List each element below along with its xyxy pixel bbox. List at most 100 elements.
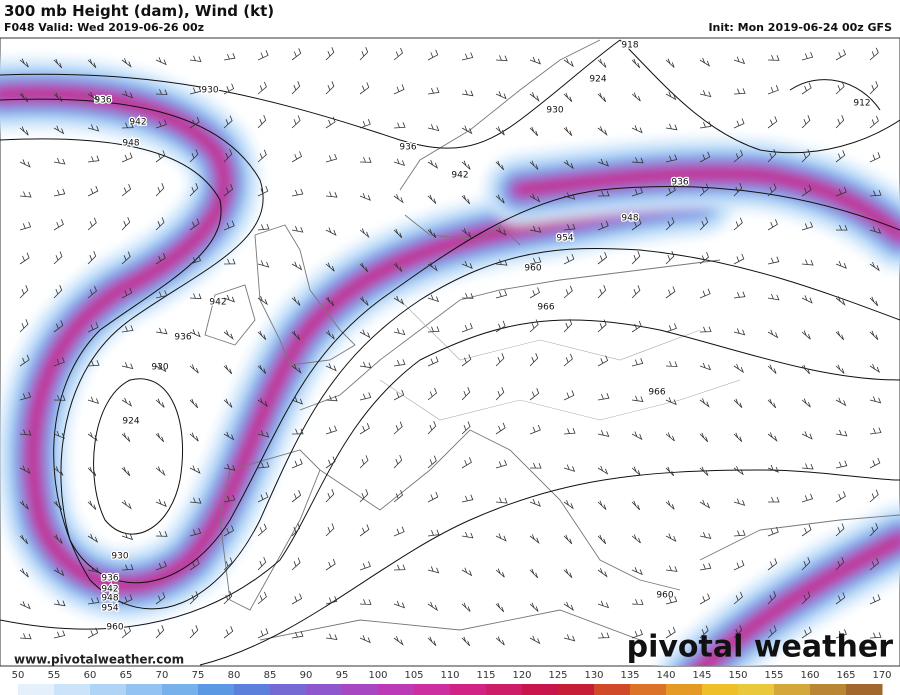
wind-barb [869,522,879,537]
wind-barb [461,89,474,97]
wind-barb [597,190,610,197]
wind-barb [665,185,676,197]
wind-barb [257,364,267,374]
wind-barb [529,424,541,435]
wind-barb [665,323,677,333]
wind-barb [869,594,881,605]
wind-barb [767,85,779,95]
wind-barb [291,188,304,197]
wind-barb [19,601,31,610]
wind-barb [19,319,29,333]
wind-barb [325,523,335,537]
wind-barb [427,228,437,239]
wind-barb [325,425,338,435]
wind-barb [733,432,743,442]
wind-barb [767,526,779,537]
wind-barb [699,499,711,509]
wind-barb [869,80,879,95]
wind-barb [53,599,66,607]
contour-label: 960 [524,264,541,274]
wind-barb [665,217,675,231]
wind-barb [87,155,100,163]
contour-label: 930 [111,552,128,562]
wind-barb [699,398,710,408]
wind-barb [19,568,29,578]
wind-barb [631,187,644,197]
wind-barb [461,125,473,135]
contour [619,39,900,154]
wind-barb [597,534,607,545]
wind-barb [869,47,879,61]
wind-barb [257,114,267,129]
wind-barb [529,462,542,469]
wind-barb [801,431,813,440]
wind-barb [869,226,882,234]
wind-barb [665,432,675,442]
wind-barb [53,285,63,299]
wind-barb [529,635,541,645]
wind-barb [869,557,879,571]
subtitle: F048 Valid: Wed 2019-06-26 00z [4,21,205,34]
wind-barb [529,126,539,137]
wind-barb [257,50,269,61]
wind-barb [393,295,405,305]
wind-barb [155,252,166,265]
wind-barb [257,430,270,438]
wind-barb [121,466,131,477]
wind-barb [53,466,64,477]
wind-barb [733,182,743,197]
contour-label: 942 [209,298,226,308]
wind-barb [869,296,879,307]
wind-barb [597,430,610,437]
contour-label: 930 [201,86,218,96]
wind-barb [835,150,846,163]
wind-barb [767,329,779,339]
wind-barb [223,431,235,441]
wind-barb [461,531,474,539]
wind-barb [53,567,65,577]
wind-barb [19,126,29,136]
wind-barb [257,491,269,503]
wind-barb [563,634,576,642]
wind-barb [869,363,881,374]
colorbar-swatch [666,684,703,695]
wind-barb [767,398,777,409]
contour-label: 936 [671,178,688,188]
wind-barb [597,568,608,578]
wind-barb [801,364,811,375]
wind-barb [631,534,641,544]
wind-barb [869,189,882,197]
wind-barb [597,158,610,167]
wind-barb [665,466,675,477]
wind-barb [19,534,29,545]
jet-band [700,537,900,666]
wind-barb [869,457,881,469]
wind-barb [529,56,542,65]
wind-barb [835,460,848,469]
wind-barb [597,126,608,136]
wind-barb [393,636,404,646]
colorbar-tick-label: 65 [120,670,133,681]
wind-barb [597,393,610,401]
wind-barb [189,329,201,338]
wind-barb [631,92,641,102]
wind-barb [699,432,709,443]
wind-barb [19,465,31,474]
wind-barb [393,262,403,272]
wind-barb [291,631,304,639]
wind-barb [835,557,845,571]
wind-barb [495,602,505,613]
wind-barb [291,115,301,129]
wind-barb [223,220,235,231]
colorbar-tick-label: 135 [620,670,639,681]
wind-barb [665,123,678,131]
wind-barb [19,500,29,510]
wind-barb [733,591,743,605]
wind-barb [189,55,202,62]
wind-barb [189,591,199,605]
logo: pivotal weather [627,630,894,665]
wind-barb [87,566,100,574]
wind-barb [665,286,676,299]
wind-barb [87,217,97,231]
wind-barb [495,160,505,171]
